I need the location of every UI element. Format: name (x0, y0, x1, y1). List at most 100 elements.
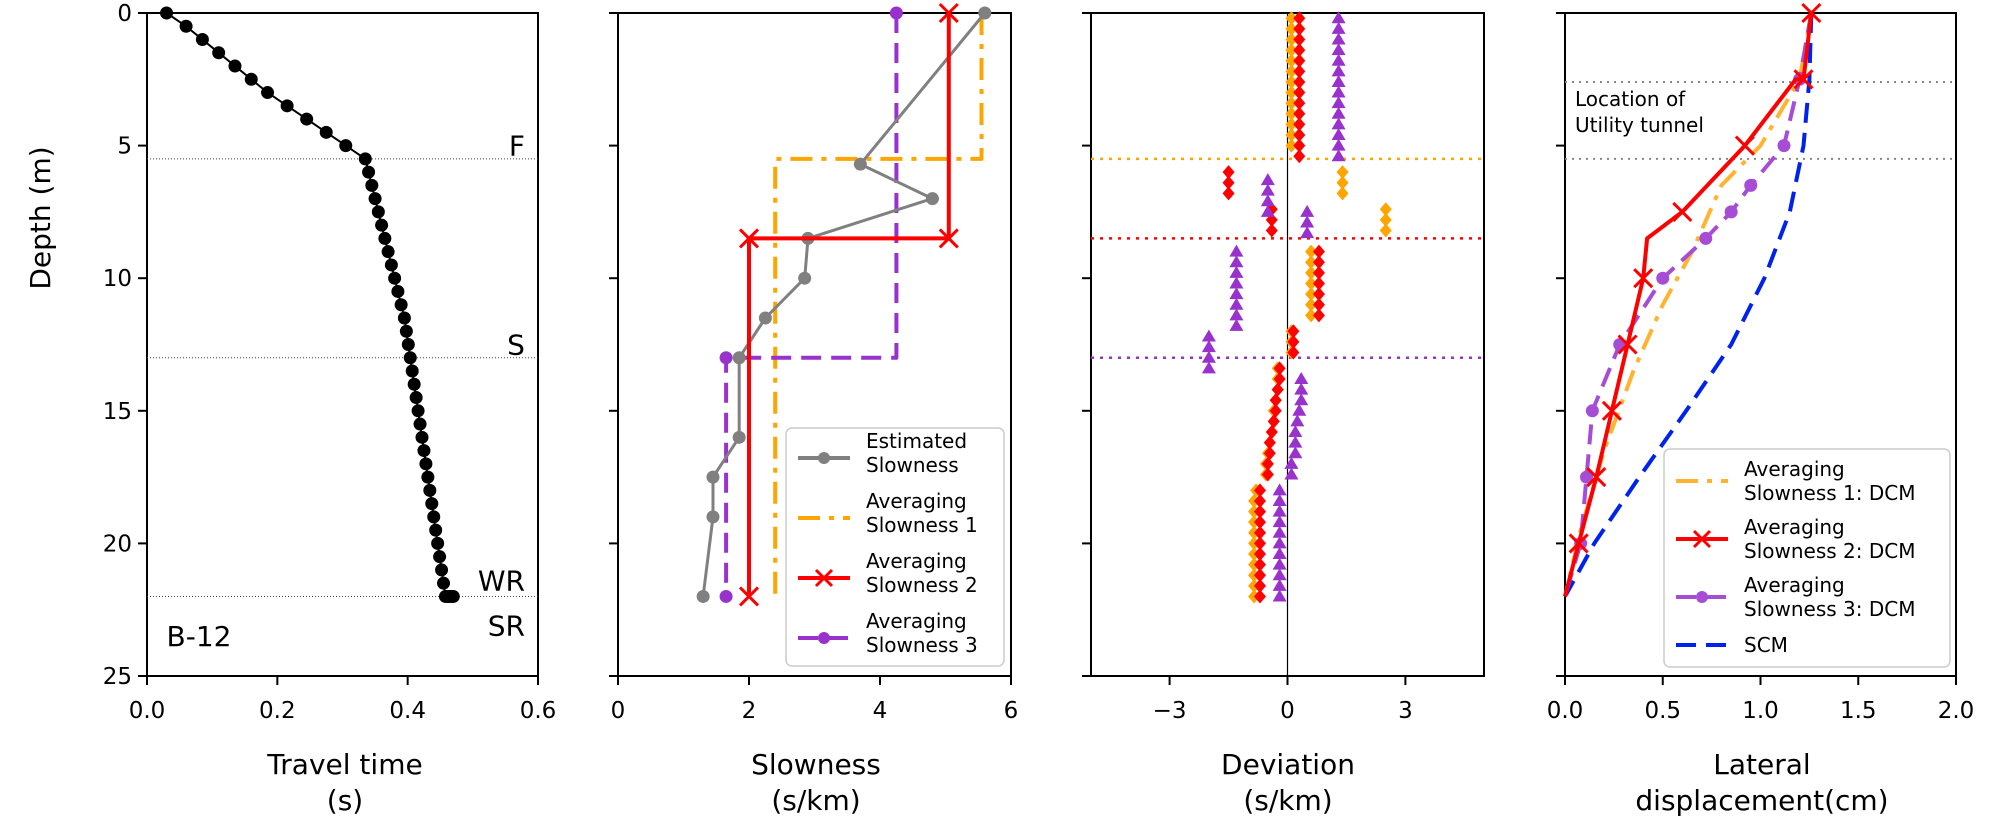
x-tick-label: −3 (1153, 698, 1187, 724)
deviation-point (1379, 202, 1392, 217)
travel-time-point (446, 589, 460, 603)
deviation-point (1285, 96, 1298, 111)
deviation-point (1272, 557, 1287, 570)
travel-time-point (195, 33, 209, 47)
deviation-point (1285, 64, 1298, 79)
travel-time-point (160, 6, 174, 20)
deviation-point (1293, 127, 1306, 142)
legend-label: Slowness 1: DCM (1744, 481, 1915, 505)
travel-time-point (388, 271, 402, 285)
y-tick-label: 25 (103, 664, 132, 690)
travel-time-point (378, 231, 392, 245)
travel-time-point (319, 125, 333, 139)
deviation-point (1305, 308, 1318, 323)
travel-time-point (417, 444, 431, 458)
legend-label: Slowness (866, 453, 959, 477)
y-axis-label: Depth (m) (24, 146, 57, 289)
x-tick-label: 6 (1004, 698, 1019, 724)
deviation-point (1260, 194, 1275, 207)
deviation-point (1294, 382, 1309, 395)
deviation-point (1260, 173, 1275, 186)
deviation-point (1285, 127, 1298, 142)
deviation-point (1222, 165, 1235, 180)
slowness-series-point (978, 6, 992, 20)
deviation-point (1288, 425, 1303, 438)
travel-time-point (413, 417, 427, 431)
deviation-point (1253, 483, 1266, 498)
travel-time-point (179, 19, 193, 33)
deviation-point (1305, 276, 1318, 291)
deviation-point (1285, 74, 1298, 89)
deviation-point (1201, 350, 1216, 363)
x-tick-label: 0.6 (520, 698, 557, 724)
deviation-point (1229, 255, 1244, 268)
deviation-point (1331, 149, 1346, 162)
deviation-point (1300, 226, 1315, 239)
deviation-point (1331, 96, 1346, 109)
deviation-point (1285, 85, 1298, 100)
deviation-point (1272, 504, 1287, 517)
y-tick-label: 10 (103, 266, 132, 292)
deviation-point (1272, 483, 1287, 496)
travel-time-point (405, 364, 419, 378)
deviation-point (1253, 578, 1266, 593)
travel-time-point (433, 550, 447, 564)
x-tick-label: 0.0 (129, 698, 166, 724)
travel-time-xlabel: Travel time (266, 748, 422, 781)
travel-time-point (394, 298, 408, 312)
legend-label: Averaging (1744, 515, 1845, 539)
slowness-series-marker (738, 228, 760, 249)
deviation-point (1253, 589, 1266, 604)
displacement-series-line (1563, 12, 1814, 598)
deviation-point (1336, 186, 1349, 201)
tunnel-annotation: Utility tunnel (1575, 113, 1704, 137)
deviation-point (1293, 85, 1306, 100)
slowness-series-point (758, 311, 772, 325)
travel-time-point (339, 139, 353, 153)
deviation-point (1331, 32, 1346, 45)
deviation-point (1305, 244, 1318, 259)
displacement-series-line (1563, 12, 1814, 597)
deviation-point (1312, 308, 1325, 323)
x-tick-label: 0.2 (259, 698, 296, 724)
deviation-point (1312, 287, 1325, 302)
travel-time-point (212, 46, 226, 60)
deviation-point (1273, 361, 1286, 376)
deviation-point (1379, 212, 1392, 227)
displacement-series-point (1585, 404, 1599, 418)
deviation-point (1273, 371, 1286, 386)
deviation-point (1229, 276, 1244, 289)
deviation-point (1331, 106, 1346, 119)
travel-time-point (431, 536, 445, 550)
travel-time-point (300, 112, 314, 126)
annotation-b-12: B-12 (167, 620, 232, 653)
deviation-point (1269, 403, 1282, 418)
travel-time-point (425, 497, 439, 511)
deviation-point (1285, 11, 1298, 26)
displacement-series-point (1580, 470, 1594, 484)
tunnel-annotation: Location of (1575, 87, 1686, 111)
legend-label: Averaging (866, 549, 967, 573)
deviation-point (1285, 53, 1298, 68)
lateral-xunit: displacement(cm) (1635, 784, 1888, 817)
legend-label: SCM (1744, 633, 1788, 657)
deviation-point (1272, 536, 1287, 549)
displacement-series-marker (1568, 533, 1589, 554)
slowness-series-point (925, 192, 939, 206)
displacement-series-marker (1793, 69, 1814, 90)
displacement-series-point (1777, 139, 1791, 153)
slowness-xlabel: Slowness (751, 748, 881, 781)
travel-time-xunit: (s) (327, 784, 363, 817)
deviation-point (1229, 308, 1244, 321)
x-tick-label: 4 (873, 698, 888, 724)
deviation-point (1284, 456, 1299, 469)
deviation-point (1253, 547, 1266, 562)
deviation-point (1290, 414, 1305, 427)
deviation-point (1312, 244, 1325, 259)
travel-time-point (261, 86, 275, 100)
legend-label: Slowness 3: DCM (1744, 597, 1915, 621)
deviation-point (1293, 64, 1306, 79)
y-tick-label: 0 (117, 1, 132, 27)
deviation-point (1293, 74, 1306, 89)
